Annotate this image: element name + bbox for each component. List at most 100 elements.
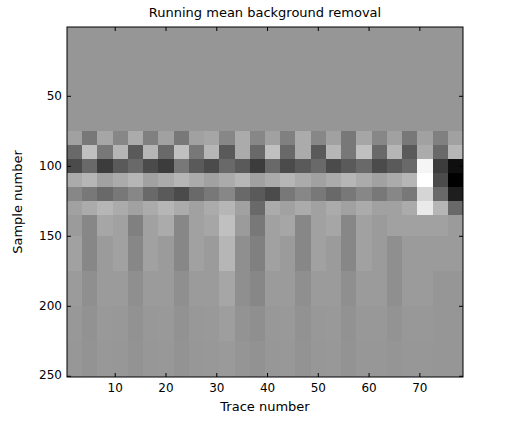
- cell: [250, 173, 266, 188]
- cell: [265, 271, 281, 307]
- x-tick: [419, 27, 420, 31]
- cell: [280, 27, 296, 132]
- cell: [158, 131, 174, 146]
- cell: [356, 131, 372, 146]
- cell: [219, 306, 235, 342]
- cell: [387, 173, 403, 188]
- cell: [113, 159, 129, 174]
- cell: [387, 159, 403, 174]
- cell: [204, 341, 220, 377]
- cell: [433, 159, 449, 174]
- cell: [372, 236, 388, 271]
- cell: [82, 215, 98, 237]
- cell: [372, 173, 388, 188]
- cell: [219, 215, 235, 237]
- cell: [219, 159, 235, 174]
- cell: [250, 27, 266, 132]
- cell: [189, 131, 205, 146]
- cell: [295, 173, 311, 188]
- cell: [235, 173, 251, 188]
- cell: [265, 159, 281, 174]
- cell: [402, 27, 418, 132]
- cell: [280, 173, 296, 188]
- cell: [250, 145, 266, 160]
- cell: [97, 159, 113, 174]
- cell: [402, 173, 418, 188]
- cell: [67, 236, 83, 271]
- cell: [174, 271, 190, 307]
- cell: [311, 236, 327, 271]
- cell: [448, 341, 463, 377]
- cell: [372, 27, 388, 132]
- cell: [402, 145, 418, 160]
- cell: [204, 131, 220, 146]
- x-tick-label: 30: [209, 381, 224, 395]
- cell: [174, 131, 190, 146]
- cell: [97, 201, 113, 216]
- cell: [204, 27, 220, 132]
- cell: [448, 187, 463, 202]
- x-tick: [419, 373, 420, 377]
- cell: [402, 341, 418, 377]
- cell: [67, 271, 83, 307]
- cell: [189, 173, 205, 188]
- cell: [143, 271, 159, 307]
- cell: [113, 215, 129, 237]
- cell: [417, 27, 433, 132]
- cell: [204, 173, 220, 188]
- cell: [433, 215, 449, 237]
- cell: [158, 145, 174, 160]
- cell: [356, 145, 372, 160]
- cell: [67, 201, 83, 216]
- cell: [235, 131, 251, 146]
- cell: [326, 306, 342, 342]
- cell: [265, 145, 281, 160]
- cell: [189, 341, 205, 377]
- cell: [356, 236, 372, 271]
- cell: [128, 187, 144, 202]
- cell: [295, 131, 311, 146]
- cell: [387, 27, 403, 132]
- cell: [326, 236, 342, 271]
- cell: [280, 145, 296, 160]
- cell: [67, 306, 83, 342]
- cell: [417, 131, 433, 146]
- cell: [189, 187, 205, 202]
- cell: [311, 173, 327, 188]
- cell: [295, 271, 311, 307]
- cell: [356, 187, 372, 202]
- cell: [235, 187, 251, 202]
- cell: [295, 187, 311, 202]
- cell: [189, 201, 205, 216]
- cell: [402, 201, 418, 216]
- cell: [82, 187, 98, 202]
- cell: [326, 145, 342, 160]
- cell: [448, 201, 463, 216]
- x-tick-label: 50: [311, 381, 326, 395]
- cell: [250, 187, 266, 202]
- cell: [417, 271, 433, 307]
- x-tick: [216, 27, 217, 31]
- cell: [67, 27, 83, 132]
- cell: [372, 131, 388, 146]
- cell: [265, 173, 281, 188]
- cell: [174, 236, 190, 271]
- x-tick: [318, 373, 319, 377]
- cell: [219, 187, 235, 202]
- cell: [235, 145, 251, 160]
- cell: [128, 341, 144, 377]
- cell: [128, 306, 144, 342]
- cell: [82, 201, 98, 216]
- cell: [113, 187, 129, 202]
- chart: 1020304050607050100150200250Running mean…: [0, 0, 511, 426]
- cell: [67, 145, 83, 160]
- cell: [326, 341, 342, 377]
- cell: [341, 159, 357, 174]
- cell: [311, 27, 327, 132]
- cell: [372, 341, 388, 377]
- cell: [204, 271, 220, 307]
- cell: [143, 187, 159, 202]
- cell: [143, 145, 159, 160]
- cells: [67, 27, 463, 377]
- cell: [189, 27, 205, 132]
